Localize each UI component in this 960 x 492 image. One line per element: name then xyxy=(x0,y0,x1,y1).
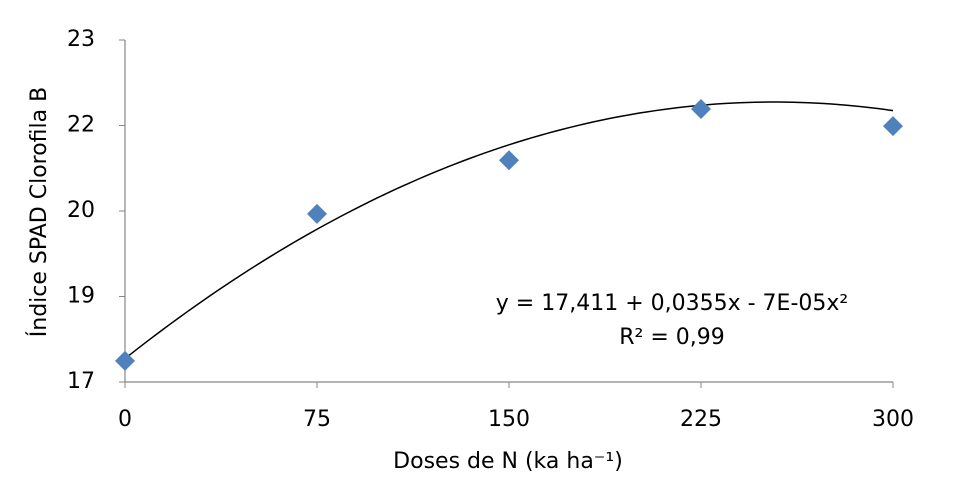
x-tick-label: 300 xyxy=(872,407,914,432)
y-tick-label: 23 xyxy=(67,27,95,52)
data-point xyxy=(691,98,711,119)
y-tick-label: 20 xyxy=(67,198,95,223)
y-tick-label: 22 xyxy=(67,113,95,138)
x-axis-title: Doses de N (ka ha⁻¹) xyxy=(393,449,623,474)
x-tick-label: 75 xyxy=(303,407,331,432)
x-tick-label: 225 xyxy=(680,407,722,432)
y-tick-label: 19 xyxy=(67,284,95,309)
data-point xyxy=(115,350,135,371)
x-tick-label: 150 xyxy=(488,407,530,432)
y-tick-label: 17 xyxy=(67,369,95,394)
data-point xyxy=(883,116,903,137)
trendline xyxy=(124,101,894,360)
trend-equation: y = 17,411 + 0,0355x - 7E-05x² xyxy=(496,291,848,316)
x-tick-label: 0 xyxy=(118,407,132,432)
y-axis-title: Índice SPAD Clorofila B xyxy=(26,87,52,337)
data-point xyxy=(307,203,327,224)
data-point xyxy=(499,150,519,171)
trend-r2: R² = 0,99 xyxy=(619,325,725,350)
